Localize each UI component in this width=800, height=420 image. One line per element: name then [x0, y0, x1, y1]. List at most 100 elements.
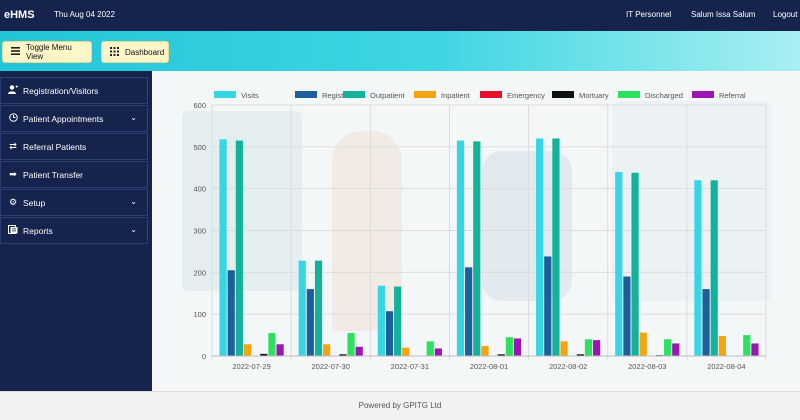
- bar-inpatient-2022-07-29[interactable]: [243, 344, 252, 356]
- x-tick-label: 2022-08-02: [549, 362, 587, 371]
- grid-icon: [110, 46, 119, 58]
- toggle-menu-button[interactable]: Toggle Menu View: [2, 41, 92, 63]
- legend-swatch[interactable]: [295, 91, 317, 98]
- bar-referral-2022-08-04[interactable]: [751, 343, 759, 356]
- y-tick-label: 300: [193, 227, 206, 236]
- bar-referral-2022-08-01[interactable]: [513, 338, 522, 356]
- bar-mortuary-2022-08-02[interactable]: [576, 354, 584, 356]
- logout-link[interactable]: Logout: [773, 10, 798, 19]
- user-menu[interactable]: Salum Issa Salum: [691, 10, 756, 19]
- bar-discharged-2022-08-03[interactable]: [664, 339, 672, 356]
- y-tick-label: 500: [193, 143, 206, 152]
- bar-referral-2022-07-29[interactable]: [276, 344, 284, 356]
- y-tick-label: 0: [202, 352, 206, 361]
- arrow-right-icon: ➡: [9, 169, 17, 179]
- x-tick-label: 2022-07-31: [391, 362, 429, 371]
- bar-discharged-2022-08-02[interactable]: [584, 339, 593, 356]
- bar-visits-2022-08-03[interactable]: [615, 171, 623, 356]
- bar-referral-2022-07-31[interactable]: [434, 348, 442, 356]
- legend-label[interactable]: Mortuary: [579, 91, 609, 100]
- bar-visits-2022-08-04[interactable]: [694, 180, 702, 356]
- clock-icon: [5, 113, 21, 124]
- user-plus-icon: [5, 85, 21, 96]
- bar-outpatient-2022-07-31[interactable]: [394, 286, 402, 356]
- gear-icon: ⚙: [8, 197, 18, 207]
- x-tick-label: 2022-08-01: [470, 362, 508, 371]
- sidebar-item-label: Registration/Visitors: [23, 85, 99, 96]
- legend-swatch[interactable]: [618, 91, 640, 98]
- bar-discharged-2022-07-30[interactable]: [347, 332, 355, 356]
- bar-referral-2022-08-02[interactable]: [593, 340, 601, 356]
- sidebar-item-referral[interactable]: ⇄ Referral Patients: [0, 133, 148, 160]
- bar-inpatient-2022-07-30[interactable]: [323, 344, 331, 356]
- bar-outpatient-2022-07-29[interactable]: [235, 140, 243, 356]
- sidebar-item-registration[interactable]: Registration/Visitors: [0, 77, 148, 104]
- bar-visits-2022-07-31[interactable]: [377, 285, 385, 356]
- toggle-menu-label: Toggle Menu View: [26, 43, 72, 61]
- bar-visits-2022-08-02[interactable]: [536, 138, 544, 356]
- bar-outpatient-2022-07-30[interactable]: [314, 260, 323, 356]
- legend-label[interactable]: Inpatient: [441, 91, 471, 100]
- bar-registration-2022-08-01[interactable]: [465, 267, 473, 356]
- bar-mortuary-2022-07-30[interactable]: [339, 354, 347, 356]
- bar-inpatient-2022-08-03[interactable]: [639, 332, 647, 356]
- chevron-down-icon: ⌄: [130, 113, 137, 122]
- bar-referral-2022-07-30[interactable]: [355, 346, 363, 356]
- dashboard-button[interactable]: Dashboard: [101, 41, 169, 63]
- y-tick-label: 200: [193, 268, 206, 277]
- bar-registration-2022-07-31[interactable]: [385, 311, 394, 356]
- sidebar-item-appointments[interactable]: Patient Appointments ⌄: [0, 105, 148, 132]
- bar-registration-2022-08-04[interactable]: [702, 289, 710, 356]
- footer: Powered by GPITG Ltd: [0, 391, 800, 420]
- legend-swatch[interactable]: [552, 91, 574, 98]
- brand-logo[interactable]: eHMS: [4, 9, 35, 21]
- bar-inpatient-2022-08-01[interactable]: [481, 345, 489, 356]
- sidebar-item-label: Patient Transfer: [23, 169, 84, 180]
- sidebar-item-reports[interactable]: Reports ⌄: [0, 217, 148, 244]
- bar-outpatient-2022-08-01[interactable]: [473, 141, 481, 356]
- bar-visits-2022-07-30[interactable]: [298, 260, 306, 356]
- bar-inpatient-2022-07-31[interactable]: [402, 347, 410, 356]
- y-tick-label: 600: [193, 101, 206, 110]
- legend-label[interactable]: Registration: [322, 91, 362, 100]
- bar-mortuary-2022-07-29[interactable]: [260, 353, 268, 356]
- footer-text: Powered by GPITG Ltd: [358, 401, 442, 410]
- bar-inpatient-2022-08-04[interactable]: [718, 335, 726, 356]
- bar-outpatient-2022-08-03[interactable]: [631, 172, 639, 356]
- bar-outpatient-2022-08-02[interactable]: [552, 138, 560, 356]
- bar-discharged-2022-08-04[interactable]: [743, 335, 751, 356]
- bar-registration-2022-08-03[interactable]: [623, 276, 631, 356]
- bar-discharged-2022-07-31[interactable]: [426, 341, 434, 356]
- bar-outpatient-2022-08-04[interactable]: [710, 180, 718, 356]
- bar-registration-2022-07-29[interactable]: [227, 270, 235, 356]
- legend-swatch[interactable]: [692, 91, 714, 98]
- main-content: Visits Registration Outpatient Inpatient Eme…: [152, 71, 800, 391]
- exchange-icon: ⇄: [9, 141, 17, 151]
- legend-label[interactable]: Visits: [241, 91, 259, 100]
- bar-inpatient-2022-08-02[interactable]: [560, 341, 568, 356]
- bar-mortuary-2022-08-01[interactable]: [497, 354, 505, 356]
- chevron-down-icon: ⌄: [130, 197, 137, 206]
- bar-registration-2022-07-30[interactable]: [306, 289, 314, 356]
- sidebar-item-label: Referral Patients: [23, 141, 87, 152]
- bar-discharged-2022-07-29[interactable]: [268, 332, 276, 356]
- bar-referral-2022-08-03[interactable]: [672, 343, 680, 356]
- bar-visits-2022-07-29[interactable]: [219, 139, 227, 356]
- legend-label[interactable]: Emergency: [507, 91, 545, 100]
- legend-swatch[interactable]: [214, 91, 236, 98]
- legend-swatch[interactable]: [343, 91, 365, 98]
- sidebar-item-label: Patient Appointments: [23, 113, 104, 124]
- sidebar-item-setup[interactable]: ⚙ Setup ⌄: [0, 189, 148, 216]
- legend-label[interactable]: Outpatient: [370, 91, 406, 100]
- bar-discharged-2022-08-01[interactable]: [505, 337, 513, 356]
- role-link[interactable]: IT Personnel: [626, 10, 672, 19]
- legend-swatch[interactable]: [414, 91, 436, 98]
- legend-label[interactable]: Discharged: [645, 91, 683, 100]
- x-tick-label: 2022-08-04: [707, 362, 745, 371]
- bar-registration-2022-08-02[interactable]: [544, 256, 552, 356]
- legend-label[interactable]: Referral: [719, 91, 746, 100]
- bar-visits-2022-08-01[interactable]: [456, 140, 465, 356]
- sidebar-item-transfer[interactable]: ➡ Patient Transfer: [0, 161, 148, 188]
- legend-swatch[interactable]: [480, 91, 502, 98]
- chevron-down-icon: ⌄: [130, 225, 137, 234]
